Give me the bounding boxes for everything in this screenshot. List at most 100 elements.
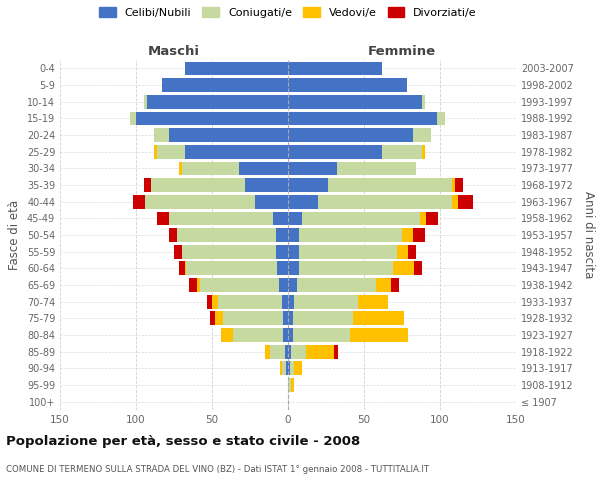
Bar — [130, 112, 136, 125]
Bar — [136, 112, 288, 125]
Bar — [157, 145, 185, 158]
Bar — [185, 262, 186, 275]
Bar — [414, 262, 422, 275]
Text: Popolazione per età, sesso e stato civile - 2008: Popolazione per età, sesso e stato civil… — [6, 435, 360, 448]
Bar — [452, 178, 455, 192]
Bar — [212, 295, 218, 308]
Bar — [420, 212, 427, 225]
Bar — [270, 345, 285, 358]
Bar — [218, 295, 282, 308]
Bar — [273, 212, 288, 225]
Bar — [245, 178, 288, 192]
Bar — [288, 245, 299, 258]
Bar — [283, 328, 288, 342]
Text: COMUNE DI TERMENO SULLA STRADA DEL VINO (BZ) - Dati ISTAT 1° gennaio 2008 - TUTT: COMUNE DI TERMENO SULLA STRADA DEL VINO … — [6, 465, 429, 474]
Bar — [286, 362, 288, 375]
Bar — [288, 278, 297, 292]
Bar — [437, 112, 445, 125]
Bar — [223, 312, 283, 325]
Bar — [402, 228, 413, 242]
Bar — [293, 312, 353, 325]
Bar — [397, 245, 408, 258]
Bar — [288, 62, 382, 75]
Bar — [334, 345, 338, 358]
Bar — [288, 128, 413, 142]
Bar — [288, 178, 328, 192]
Bar — [186, 262, 277, 275]
Bar — [133, 195, 145, 208]
Bar — [413, 228, 425, 242]
Bar — [452, 195, 458, 208]
Bar — [288, 362, 290, 375]
Bar — [280, 362, 282, 375]
Bar — [154, 128, 169, 142]
Bar — [350, 328, 408, 342]
Bar — [146, 95, 288, 108]
Bar — [299, 228, 402, 242]
Bar — [211, 312, 215, 325]
Bar — [288, 328, 293, 342]
Bar — [337, 162, 416, 175]
Bar — [174, 245, 182, 258]
Text: Femmine: Femmine — [368, 46, 436, 59]
Bar — [277, 262, 288, 275]
Bar — [197, 278, 200, 292]
Bar — [215, 312, 223, 325]
Bar — [376, 278, 391, 292]
Bar — [169, 128, 288, 142]
Bar — [285, 345, 288, 358]
Bar — [382, 145, 422, 158]
Bar — [422, 145, 425, 158]
Bar — [254, 195, 288, 208]
Bar — [169, 212, 273, 225]
Bar — [157, 212, 169, 225]
Bar — [288, 345, 291, 358]
Y-axis label: Fasce di età: Fasce di età — [8, 200, 21, 270]
Bar — [169, 228, 177, 242]
Bar — [302, 212, 420, 225]
Bar — [299, 245, 397, 258]
Bar — [294, 362, 302, 375]
Bar — [291, 345, 306, 358]
Bar — [177, 228, 276, 242]
Bar — [185, 62, 288, 75]
Bar — [143, 178, 151, 192]
Bar — [458, 195, 473, 208]
Bar — [182, 245, 276, 258]
Bar — [282, 295, 288, 308]
Bar — [288, 228, 299, 242]
Bar — [299, 262, 393, 275]
Bar — [288, 195, 319, 208]
Bar — [427, 212, 439, 225]
Bar — [151, 178, 245, 192]
Y-axis label: Anni di nascita: Anni di nascita — [582, 192, 595, 278]
Bar — [391, 278, 399, 292]
Bar — [353, 312, 404, 325]
Bar — [283, 312, 288, 325]
Text: Maschi: Maschi — [148, 46, 200, 59]
Bar — [288, 95, 422, 108]
Bar — [455, 178, 463, 192]
Bar — [276, 228, 288, 242]
Bar — [185, 145, 288, 158]
Bar — [328, 178, 452, 192]
Bar — [154, 145, 157, 158]
Bar — [189, 278, 197, 292]
Bar — [290, 362, 294, 375]
Bar — [408, 245, 416, 258]
Bar — [279, 278, 288, 292]
Bar — [143, 95, 146, 108]
Bar — [297, 278, 376, 292]
Bar — [288, 262, 299, 275]
Bar — [239, 162, 288, 175]
Bar — [288, 145, 382, 158]
Bar — [179, 162, 182, 175]
Bar — [422, 95, 425, 108]
Bar — [288, 212, 302, 225]
Bar — [200, 278, 279, 292]
Bar — [288, 78, 407, 92]
Bar — [276, 245, 288, 258]
Bar — [221, 328, 233, 342]
Bar — [393, 262, 414, 275]
Bar — [182, 162, 239, 175]
